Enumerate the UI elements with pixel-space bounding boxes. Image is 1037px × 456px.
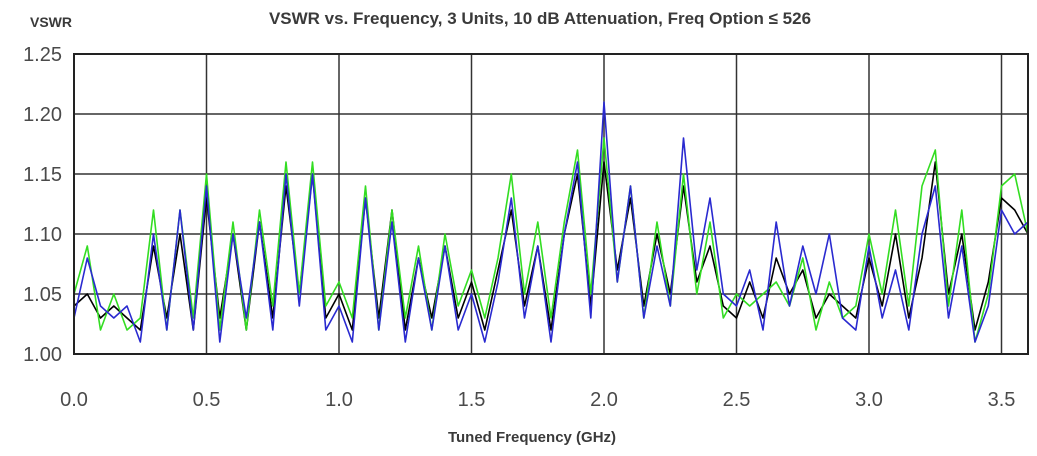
y-tick-label: 1.10 bbox=[23, 224, 62, 246]
x-tick-label: 3.5 bbox=[988, 389, 1016, 411]
y-tick-label: 1.25 bbox=[23, 44, 62, 66]
y-tick-label: 1.20 bbox=[23, 104, 62, 126]
x-tick-label: 3.0 bbox=[855, 389, 883, 411]
x-tick-label: 1.0 bbox=[325, 389, 353, 411]
series-line-3 bbox=[73, 101, 1029, 343]
x-tick-label: 0.5 bbox=[193, 389, 221, 411]
y-tick-label: 1.00 bbox=[23, 344, 62, 366]
y-tick-label: 1.05 bbox=[23, 284, 62, 306]
y-axis-label: VSWR bbox=[30, 14, 72, 30]
x-tick-label: 1.5 bbox=[458, 389, 486, 411]
plot-frame bbox=[73, 53, 1029, 355]
tick-labels: 1.25 1.20 1.15 1.10 1.05 1.00 0.0 0.5 1.0 1.5 2.0 2… bbox=[23, 44, 1015, 411]
chart-title: VSWR vs. Frequency, 3 Units, 10 dB Atten… bbox=[269, 9, 811, 28]
x-tick-label: 2.0 bbox=[590, 389, 618, 411]
x-tick-label: 0.0 bbox=[60, 389, 88, 411]
x-tick-label: 2.5 bbox=[723, 389, 751, 411]
x-axis-label: Tuned Frequency (GHz) bbox=[448, 429, 616, 446]
series-line-2 bbox=[73, 137, 1029, 343]
series-lines bbox=[73, 101, 1029, 343]
y-tick-label: 1.15 bbox=[23, 164, 62, 186]
